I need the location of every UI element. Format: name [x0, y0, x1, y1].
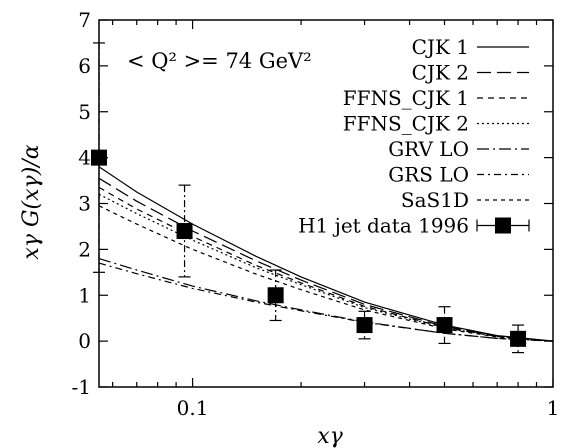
- plot-frame: [98, 19, 554, 388]
- y-tick-label: 1: [78, 283, 91, 307]
- y-tick-label: 3: [78, 192, 91, 216]
- data-point: [510, 330, 527, 347]
- y-tick-label: 5: [78, 100, 91, 124]
- series-line: [98, 186, 554, 342]
- series-line: [98, 205, 554, 342]
- data-point: [267, 287, 284, 304]
- series-line: [98, 166, 554, 342]
- legend-label: GRS LO: [388, 163, 469, 187]
- series-line: [98, 258, 554, 342]
- y-tick-label: 0: [78, 329, 91, 353]
- series-line: [98, 177, 554, 342]
- series-line: [98, 262, 554, 342]
- data-point: [356, 317, 373, 334]
- y-tick-label: -1: [72, 375, 91, 399]
- x-tick-label: 1: [547, 396, 560, 420]
- legend-label: H1 jet data 1996: [298, 214, 469, 238]
- legend-label: CJK 2: [412, 61, 469, 85]
- data-point: [436, 317, 453, 334]
- y-tick-label: 4: [78, 146, 91, 170]
- legend-marker: [495, 217, 511, 234]
- legend-label: GRV LO: [388, 137, 469, 161]
- y-tick-label: 6: [78, 54, 91, 78]
- y-axis-label: xγ G(xγ)/α: [19, 144, 44, 259]
- x-axis-label: xγ: [317, 424, 343, 448]
- x-tick-label: 0.1: [177, 396, 209, 420]
- legend-label: CJK 1: [412, 35, 469, 59]
- series-line: [98, 193, 554, 342]
- legend-label: FFNS_CJK 1: [343, 86, 469, 110]
- chart-annotation: < Q² >= 74 GeV²: [127, 49, 312, 73]
- y-tick-label: 7: [78, 8, 91, 32]
- legend-label: FFNS_CJK 2: [343, 112, 469, 136]
- legend-label: SaS1D: [401, 188, 469, 212]
- y-tick-label: 2: [78, 237, 91, 261]
- data-point: [176, 223, 193, 240]
